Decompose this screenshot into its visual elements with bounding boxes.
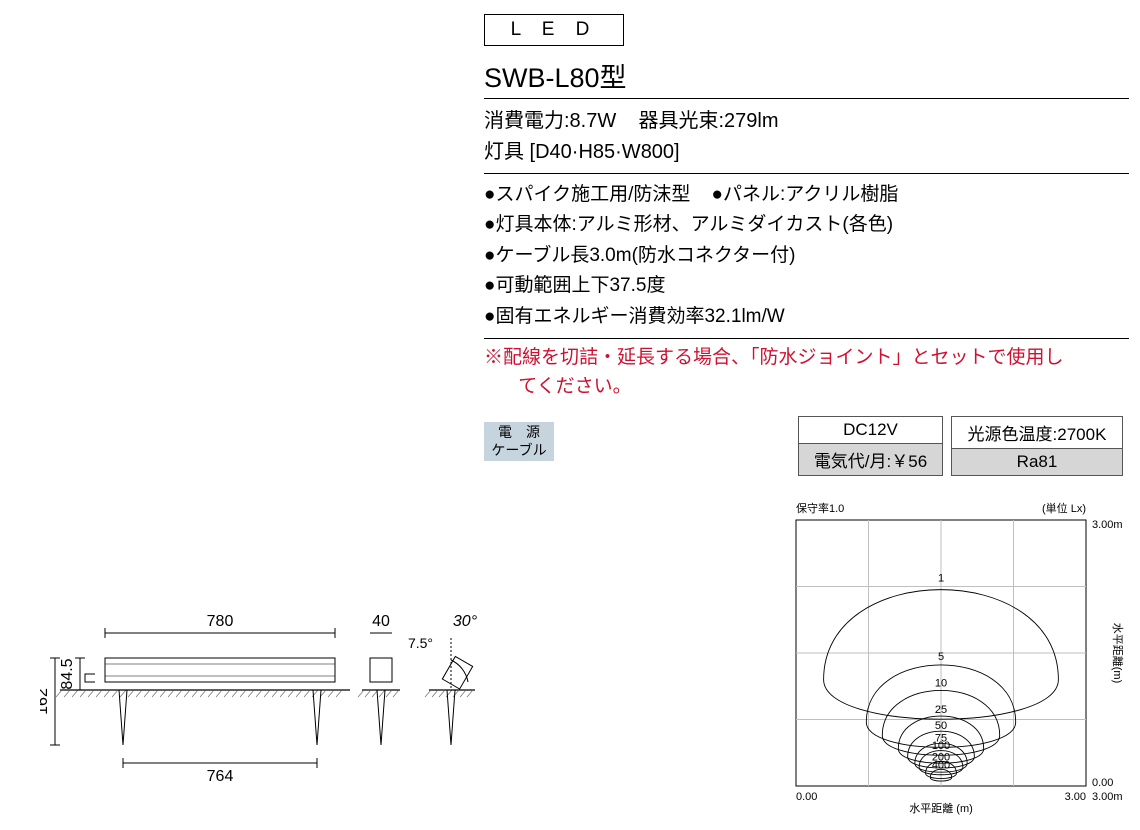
spec-flux: 器具光束:279lm bbox=[638, 110, 778, 132]
warning-line: てください。 bbox=[484, 373, 1124, 402]
spec-dimensions: 灯具 [D40·H85·W800] bbox=[484, 141, 680, 163]
svg-text:162: 162 bbox=[40, 688, 51, 715]
svg-text:3.00: 3.00 bbox=[1065, 791, 1086, 803]
badge-line: ケーブル bbox=[491, 442, 546, 458]
info-temp: 光源色温度:2700K bbox=[951, 416, 1123, 449]
info-cost: 電気代/月:￥56 bbox=[798, 444, 943, 476]
svg-text:(単位 Lx): (単位 Lx) bbox=[1042, 501, 1086, 515]
svg-text:5: 5 bbox=[938, 651, 944, 663]
svg-text:10: 10 bbox=[935, 678, 947, 690]
svg-text:水平距離 (m): 水平距離 (m) bbox=[909, 801, 973, 815]
svg-text:保守率1.0: 保守率1.0 bbox=[796, 501, 844, 515]
svg-text:1: 1 bbox=[938, 573, 944, 585]
info-ra: Ra81 bbox=[951, 449, 1123, 476]
warning-text: ※配線を切詰・延長する場合、「防水ジョイント」とセットで使用し てください。 bbox=[484, 344, 1124, 401]
spec-power: 消費電力:8.7W bbox=[484, 110, 616, 132]
divider bbox=[484, 173, 1129, 174]
technical-drawing: 780 764 84.5 162 40 30° 7.5° bbox=[40, 588, 500, 798]
info-table: DC12V 電気代/月:￥56 光源色温度:2700K Ra81 bbox=[798, 416, 1123, 476]
bullet-item: ●灯具本体:アルミ形材、アルミダイカスト(各色) bbox=[484, 210, 898, 240]
svg-text:7.5°: 7.5° bbox=[408, 635, 433, 651]
divider bbox=[484, 338, 1129, 339]
svg-text:40: 40 bbox=[372, 613, 390, 630]
bullet-item: ●固有エネルギー消費効率32.1lm/W bbox=[484, 302, 898, 332]
bullet-list: ●スパイク施工用/防沫型 ●パネル:アクリル樹脂 ●灯具本体:アルミ形材、アルミ… bbox=[484, 180, 898, 332]
svg-text:400: 400 bbox=[932, 760, 950, 772]
warning-line: ※配線を切詰・延長する場合、「防水ジョイント」とセットで使用し bbox=[484, 347, 1064, 368]
bullet-item: ●パネル:アクリル樹脂 bbox=[712, 184, 899, 205]
power-cable-badge: 電 源 ケーブル bbox=[484, 422, 554, 461]
svg-text:0.00: 0.00 bbox=[796, 791, 817, 803]
lux-distribution-chart: 保守率1.0(単位 Lx)15102550751002004000.003.00… bbox=[778, 498, 1128, 828]
svg-text:30°: 30° bbox=[453, 613, 478, 630]
svg-text:0.00: 0.00 bbox=[1092, 777, 1113, 789]
svg-text:25: 25 bbox=[935, 704, 947, 716]
bullet-item: ●ケーブル長3.0m(防水コネクター付) bbox=[484, 241, 898, 271]
svg-text:3.00m: 3.00m bbox=[1092, 791, 1123, 803]
bullet-item: ●スパイク施工用/防沫型 bbox=[484, 184, 690, 205]
svg-text:780: 780 bbox=[207, 613, 234, 630]
led-badge: L E D bbox=[484, 14, 624, 46]
svg-text:84.5: 84.5 bbox=[59, 658, 76, 689]
svg-text:3.00m: 3.00m bbox=[1092, 519, 1123, 531]
divider bbox=[484, 98, 1129, 99]
specs-block: 消費電力:8.7W 器具光束:279lm 灯具 [D40·H85·W800] bbox=[484, 106, 779, 168]
badge-line: 電 源 bbox=[498, 424, 540, 440]
bullet-item: ●可動範囲上下37.5度 bbox=[484, 271, 898, 301]
svg-text:50: 50 bbox=[935, 720, 947, 732]
product-title: SWB-L80型 bbox=[484, 56, 627, 95]
info-dc: DC12V bbox=[798, 416, 943, 444]
svg-text:764: 764 bbox=[207, 768, 234, 785]
svg-text:水平距離(m): 水平距離(m) bbox=[1111, 623, 1125, 684]
